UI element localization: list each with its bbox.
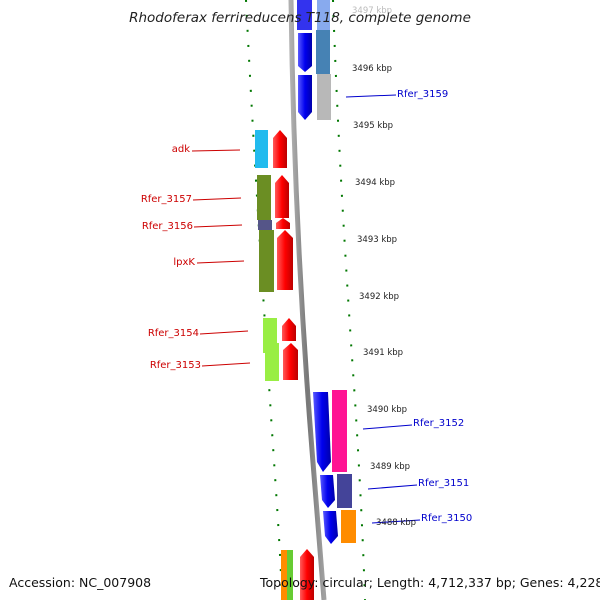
gene-Rfer_3153-category <box>265 343 279 381</box>
tick-label: 3494 kbp <box>355 178 396 188</box>
gene-top-blue-arrow <box>298 33 312 72</box>
gene-Rfer_3150-category <box>341 510 356 543</box>
gene-Rfer_3159-category <box>317 74 331 120</box>
leader-Rfer_3156 <box>193 224 243 228</box>
tick-label: 3489 kbp <box>370 462 411 472</box>
gene-label-Rfer_3157[interactable]: Rfer_3157 <box>140 194 192 205</box>
leader-lpxK <box>196 260 245 264</box>
gene-label-Rfer_3151[interactable]: Rfer_3151 <box>418 478 470 489</box>
gene-label-Rfer_3156[interactable]: Rfer_3156 <box>141 221 193 232</box>
gene-label-Rfer_3159[interactable]: Rfer_3159 <box>397 89 449 100</box>
gene-Rfer_3151-category <box>337 474 352 508</box>
inner-guide-arc <box>245 0 283 600</box>
tick-label: 3493 kbp <box>357 235 398 245</box>
gene-partial-orange <box>281 550 287 600</box>
topology-text: Topology: circular; Length: 4,712,337 bp… <box>260 575 600 590</box>
map-title: Rhodoferax ferrireducens T118, complete … <box>129 10 471 26</box>
gene-Rfer_3156-category <box>258 220 272 230</box>
gene-top-category-blue <box>317 0 330 30</box>
tick-label: 3497 kbp <box>352 6 393 16</box>
tick-label: 3488 kbp <box>376 518 417 528</box>
gene-Rfer_3157-arrow <box>275 175 289 218</box>
gene-partial-green <box>287 550 293 600</box>
gene-adk-arrow <box>273 130 287 168</box>
gene-top-blue-bar <box>297 0 312 30</box>
leader-Rfer_3157 <box>192 197 242 201</box>
gene-adk-category <box>255 130 268 168</box>
leader-Rfer_3153 <box>201 362 251 367</box>
gene-Rfer_3157-category <box>257 175 271 220</box>
gene-label-Rfer_3150[interactable]: Rfer_3150 <box>421 513 473 524</box>
gene-label-Rfer_3154[interactable]: Rfer_3154 <box>147 328 199 339</box>
tick-label: 3490 kbp <box>367 405 408 415</box>
leader-Rfer_3154 <box>199 330 249 335</box>
gene-partial-red-arrow <box>300 549 314 600</box>
gene-Rfer_3153-arrow <box>283 343 298 380</box>
outer-guide-arc <box>332 0 366 600</box>
leader-Rfer_3150 <box>371 519 421 524</box>
gene-label-Rfer_3152[interactable]: Rfer_3152 <box>413 418 465 429</box>
gene-label-adk[interactable]: adk <box>171 144 190 155</box>
leader-adk <box>191 149 241 152</box>
gene-Rfer_3150-arrow <box>323 511 338 544</box>
gene-Rfer_3154-arrow <box>282 318 296 341</box>
gene-label-lpxK[interactable]: lpxK <box>173 257 195 268</box>
gene-Rfer_3151-arrow <box>320 475 335 508</box>
tick-label: 3492 kbp <box>359 292 400 302</box>
gene-top-category-steel <box>316 30 330 74</box>
gene-lpxK-category <box>259 230 274 292</box>
gene-label-Rfer_3153[interactable]: Rfer_3153 <box>149 360 201 371</box>
gene-Rfer_3152-category <box>332 390 347 472</box>
gene-Rfer_3152-arrow <box>313 392 331 472</box>
tick-label: 3495 kbp <box>353 121 394 131</box>
tick-label: 3496 kbp <box>352 64 393 74</box>
tick-label: 3491 kbp <box>363 348 404 358</box>
genome-backbone <box>288 0 327 600</box>
accession-text: Accession: NC_007908 <box>9 575 152 590</box>
leader-Rfer_3152 <box>362 424 413 430</box>
leader-Rfer_3151 <box>367 484 418 490</box>
gene-Rfer_3159-arrow <box>298 75 312 120</box>
leader-Rfer_3159 <box>345 94 397 98</box>
gene-Rfer_3156-arrow <box>276 218 290 229</box>
gene-lpxK-arrow <box>277 230 293 290</box>
